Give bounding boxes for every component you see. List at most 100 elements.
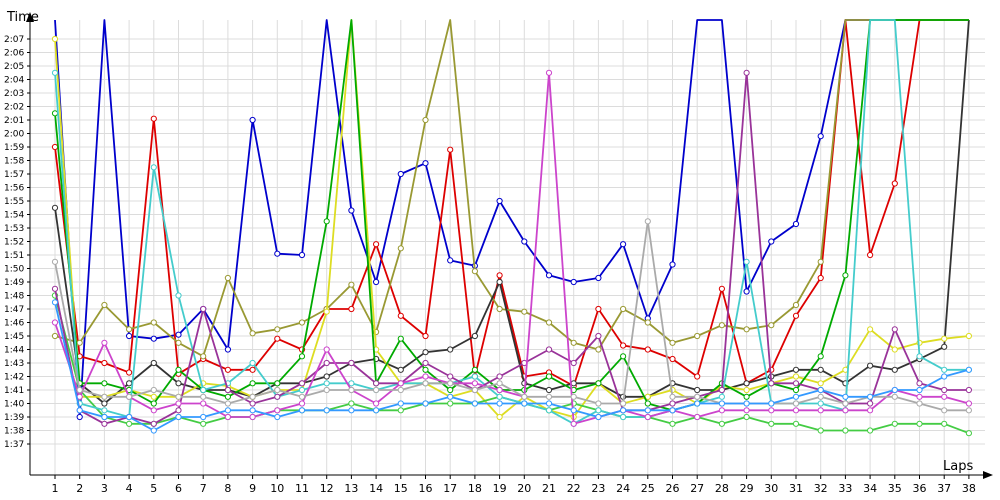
data-point: [792, 373, 800, 380]
data-point: [224, 346, 231, 353]
data-point: [817, 407, 824, 414]
x-tick-label: 31: [789, 482, 803, 495]
x-tick-label: 20: [517, 482, 531, 495]
data-point: [447, 257, 454, 264]
data-point: [126, 420, 133, 427]
data-point: [274, 380, 281, 387]
data-point: [792, 407, 800, 414]
series-11: [51, 218, 973, 414]
data-point: [150, 400, 157, 407]
data-point: [323, 218, 330, 225]
data-point: [224, 366, 231, 373]
data-point: [595, 407, 602, 414]
data-point: [669, 400, 676, 407]
data-point: [891, 180, 898, 187]
x-tick-label: 7: [200, 482, 207, 495]
data-point: [817, 274, 824, 282]
y-axis-title: Time: [6, 10, 39, 25]
data-point: [644, 413, 651, 421]
series-12: [51, 299, 973, 434]
data-point: [51, 319, 59, 326]
x-tick-label: 23: [591, 482, 605, 495]
data-point: [570, 278, 577, 286]
x-axis-arrow: [983, 471, 993, 479]
data-point: [792, 380, 800, 387]
data-point: [274, 335, 281, 342]
x-tick-label: 6: [175, 482, 182, 495]
data-point: [718, 386, 726, 394]
x-tick-label: 28: [715, 482, 729, 495]
data-point: [521, 238, 528, 245]
data-point: [620, 413, 627, 421]
data-point: [743, 258, 750, 265]
data-point: [620, 305, 627, 313]
data-point: [200, 353, 207, 360]
data-point: [76, 413, 83, 421]
data-point: [298, 393, 306, 400]
data-point: [323, 407, 330, 414]
data-point: [718, 400, 726, 407]
data-point: [150, 115, 157, 122]
data-point: [965, 366, 973, 373]
data-point: [323, 308, 330, 315]
data-point: [150, 164, 157, 171]
data-point: [51, 285, 59, 292]
data-point: [792, 301, 800, 309]
x-tick-label: 37: [937, 482, 951, 495]
series-line: [54, 19, 969, 425]
data-point: [817, 427, 824, 434]
data-point: [249, 366, 256, 373]
x-tick-label: 25: [641, 482, 655, 495]
data-point: [743, 69, 750, 76]
data-point: [397, 335, 404, 342]
data-point: [867, 407, 874, 414]
data-point: [397, 386, 404, 394]
series-line: [54, 302, 970, 432]
data-point: [792, 420, 800, 427]
data-point: [743, 407, 750, 414]
series-line: [54, 19, 969, 418]
data-point: [595, 332, 602, 340]
y-tick-label: 2:04: [4, 76, 24, 86]
x-tick-label: 16: [419, 482, 433, 495]
data-point: [521, 308, 528, 315]
series-line: [54, 295, 970, 435]
data-point: [718, 420, 726, 427]
data-point: [768, 380, 775, 387]
data-point: [422, 366, 429, 373]
data-point: [496, 393, 503, 400]
x-tick-label: 26: [666, 482, 680, 495]
data-point: [718, 393, 726, 400]
data-point: [224, 274, 231, 282]
data-point: [150, 319, 157, 326]
data-point: [867, 251, 874, 259]
data-point: [941, 343, 948, 350]
series-line: [54, 19, 970, 405]
y-tick-label: 2:05: [4, 62, 24, 72]
series-line: [54, 19, 969, 387]
data-point: [545, 69, 553, 76]
data-point: [743, 288, 750, 295]
data-point: [348, 305, 355, 313]
y-tick-label: 1:57: [4, 170, 24, 180]
data-point: [916, 400, 923, 407]
data-point: [200, 400, 207, 407]
data-point: [891, 366, 898, 373]
data-point: [224, 407, 231, 414]
data-point: [817, 133, 824, 140]
data-point: [51, 110, 59, 117]
y-tick-label: 1:49: [4, 278, 24, 288]
series-10: [51, 69, 973, 427]
data-point: [965, 430, 973, 437]
y-tick-label: 1:48: [4, 292, 24, 302]
x-tick-label: 12: [320, 482, 334, 495]
data-point: [941, 393, 948, 400]
data-point: [422, 116, 429, 124]
data-point: [743, 393, 750, 400]
data-point: [743, 380, 750, 387]
x-tick-label: 11: [295, 482, 309, 495]
data-point: [792, 366, 800, 373]
data-point: [941, 335, 948, 342]
data-point: [175, 400, 182, 407]
data-point: [373, 380, 380, 387]
